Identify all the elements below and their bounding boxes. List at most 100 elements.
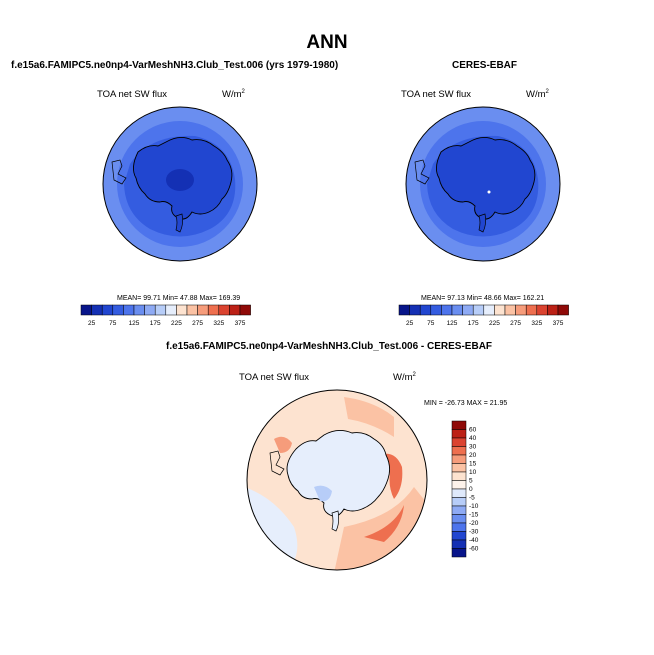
model-units-label: W/m2 xyxy=(222,89,245,101)
diff-colorbar-box xyxy=(451,454,467,464)
diff-colorbar-tick-label: 40 xyxy=(469,435,477,442)
obs-colorbar-box xyxy=(525,304,538,316)
model-colorbar-box xyxy=(176,304,188,316)
model-colorbar-box xyxy=(144,304,156,316)
diff-colorbar-tick-label: 20 xyxy=(469,452,477,459)
model-polar-map xyxy=(102,106,258,262)
diff-colorbar-tick-label: -20 xyxy=(469,520,479,527)
diff-colorbar-tick-label: 60 xyxy=(469,427,477,434)
diff-strong-positive-e xyxy=(374,453,403,499)
obs-variable-label: TOA net SW flux xyxy=(401,89,472,100)
obs-colorbar-tick-label: 375 xyxy=(553,320,564,327)
diff-colorbar-box xyxy=(451,497,467,507)
obs-colorbar-box xyxy=(441,304,453,316)
diff-colorbar-box xyxy=(451,505,467,515)
model-colorbar-box xyxy=(80,304,92,316)
obs-colorbar-box xyxy=(398,304,410,316)
diff-colorbar-box xyxy=(451,480,467,490)
obs-map-border xyxy=(405,106,561,262)
model-colorbar-labels: 25 75 125 175 225 275 325 375 xyxy=(88,320,246,327)
diff-colorbar-box xyxy=(451,522,467,532)
diff-stats: MIN = -26.73 MAX = 21.95 xyxy=(424,400,508,407)
obs-colorbar-tick-label: 125 xyxy=(447,320,458,327)
obs-colorbar-box xyxy=(409,304,421,316)
diff-colorbar-tick-label: -30 xyxy=(469,529,479,536)
diff-panel-title: f.e15a6.FAMIPC5.ne0np4-VarMeshNH3.Club_T… xyxy=(166,341,493,352)
model-colorbar-boxes xyxy=(80,304,251,316)
diff-positive-nw xyxy=(274,436,292,453)
diff-colorbar-box xyxy=(451,420,467,430)
diff-colorbar-tick-label: -15 xyxy=(469,512,479,519)
model-variable-label: TOA net SW flux xyxy=(97,89,168,100)
diff-colorbar-tick-label: 15 xyxy=(469,461,477,468)
diff-colorbar-box xyxy=(451,471,467,481)
model-colorbar-box xyxy=(123,304,135,316)
model-colorbar-box xyxy=(112,304,124,316)
diff-polar-map xyxy=(246,389,428,571)
obs-colorbar-box xyxy=(515,304,527,316)
obs-units-label: W/m2 xyxy=(526,89,549,101)
obs-colorbar-box xyxy=(504,304,516,316)
diff-antarctica xyxy=(286,430,391,517)
model-colorbar-box xyxy=(207,304,220,316)
diff-colorbar-tick-label: -10 xyxy=(469,503,479,510)
diff-colorbar-tick-label: 10 xyxy=(469,469,477,476)
obs-coast-fragment xyxy=(414,159,430,185)
obs-colorbar-boxes xyxy=(398,304,569,316)
diff-strong-positive-s xyxy=(364,505,404,542)
obs-colorbar-box xyxy=(430,304,442,316)
model-colorbar-tick-label: 275 xyxy=(192,320,203,327)
diff-colorbar-tick-label: -40 xyxy=(469,537,479,544)
model-peninsula xyxy=(175,213,184,233)
model-colorbar-tick-label: 25 xyxy=(88,320,96,327)
model-colorbar-box xyxy=(229,304,241,316)
diff-units-label: W/m2 xyxy=(393,372,416,384)
diff-peninsula xyxy=(331,510,340,532)
diff-coast-fragment xyxy=(269,450,285,476)
obs-colorbar-box xyxy=(419,304,432,316)
diff-colorbar-boxes xyxy=(451,420,467,558)
model-colorbar-tick-label: 325 xyxy=(213,320,224,327)
model-coast-fragment xyxy=(111,159,127,185)
obs-colorbar-box xyxy=(536,304,548,316)
diff-colorbar-tick-label: 30 xyxy=(469,444,477,451)
model-colorbar-box xyxy=(186,304,198,316)
diff-colorbar-box xyxy=(451,446,467,456)
model-panel-title: f.e15a6.FAMIPC5.ne0np4-VarMeshNH3.Club_T… xyxy=(11,60,339,71)
obs-colorbar-tick-label: 325 xyxy=(531,320,542,327)
obs-colorbar-tick-label: 75 xyxy=(427,320,435,327)
diff-positive-ne xyxy=(344,397,394,437)
obs-colorbar-tick-label: 225 xyxy=(489,320,500,327)
obs-colorbar-box xyxy=(557,304,569,316)
diff-colorbar-box xyxy=(451,488,467,498)
obs-pole-marker xyxy=(487,190,491,194)
model-colorbar-box xyxy=(239,304,251,316)
obs-colorbar-box xyxy=(462,304,474,316)
model-colorbar-tick-label: 125 xyxy=(129,320,140,327)
obs-peninsula xyxy=(478,213,487,233)
diff-colorbar-box xyxy=(451,539,467,549)
obs-colorbar-tick-label: 175 xyxy=(468,320,479,327)
diff-colorbar-box xyxy=(451,429,467,439)
model-colorbar-box xyxy=(154,304,167,316)
obs-colorbar-box xyxy=(451,304,463,316)
diff-colorbar-box xyxy=(451,463,467,473)
obs-colorbar: 25 75 125 175 225 275 325 375 xyxy=(398,304,569,327)
model-colorbar-tick-label: 75 xyxy=(109,320,117,327)
diff-colorbar-box xyxy=(451,514,467,524)
obs-colorbar-labels: 25 75 125 175 225 275 325 375 xyxy=(406,320,564,327)
model-colorbar-box xyxy=(133,304,145,316)
model-colorbar-tick-label: 175 xyxy=(150,320,161,327)
diff-colorbar-tick-label: 0 xyxy=(469,486,473,493)
obs-colorbar-tick-label: 25 xyxy=(406,320,414,327)
model-plateau-low xyxy=(166,169,194,191)
diff-colorbar-box xyxy=(451,548,467,558)
diff-negative-interior xyxy=(314,485,332,502)
diff-variable-label: TOA net SW flux xyxy=(239,372,310,383)
obs-colorbar-tick-label: 275 xyxy=(510,320,521,327)
model-colorbar-box xyxy=(91,304,103,316)
diff-map-border xyxy=(246,389,428,571)
obs-colorbar-box xyxy=(483,304,495,316)
model-colorbar-box xyxy=(197,304,209,316)
